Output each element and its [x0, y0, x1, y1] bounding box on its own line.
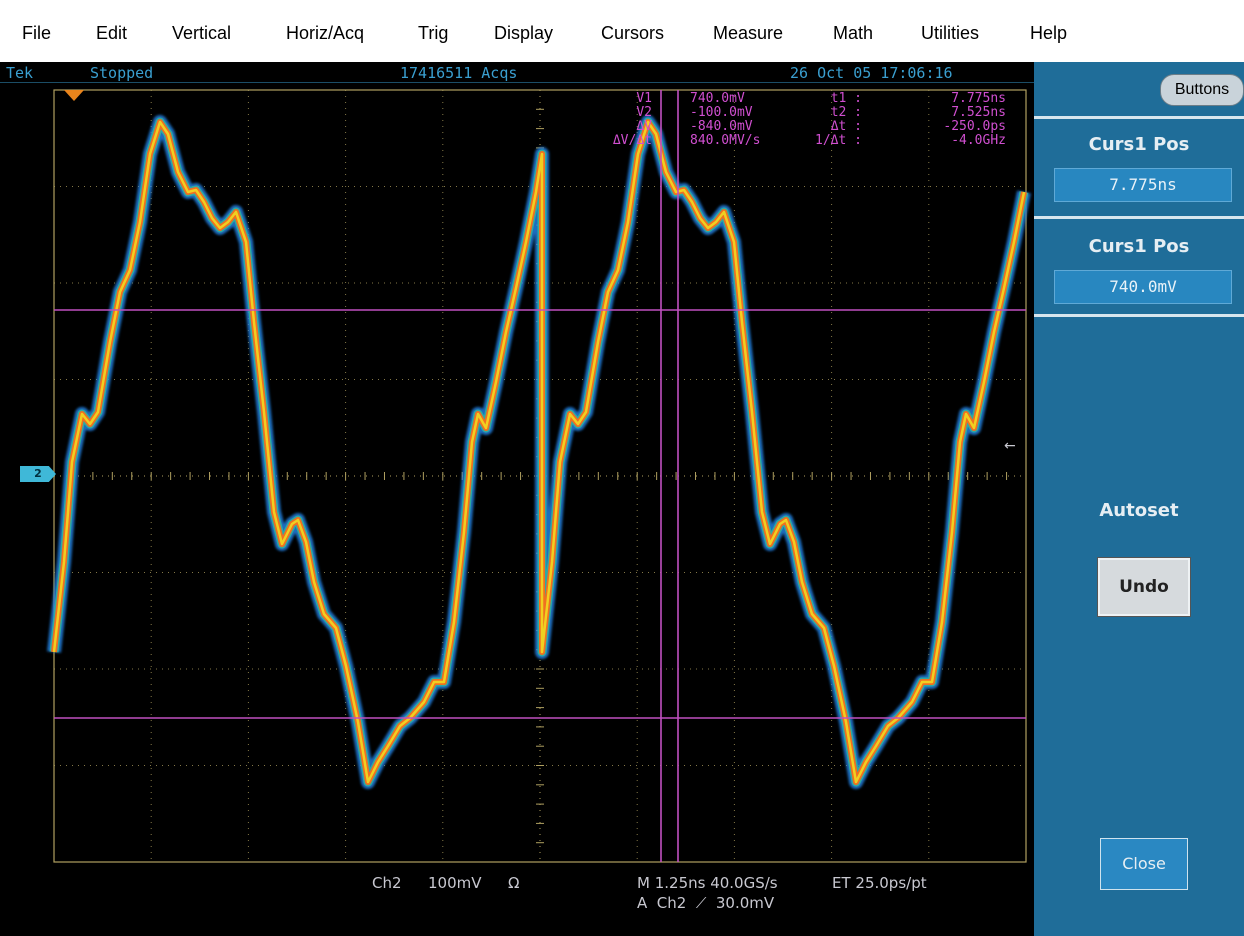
close-button[interactable]: Close — [1100, 838, 1188, 890]
menu-utilities[interactable]: Utilities — [921, 23, 980, 43]
panel-divider — [1034, 314, 1244, 317]
cursor-time-values: 7.775ns 7.525ns -250.0ps -4.0GHz — [943, 91, 1006, 148]
curs1-time-field[interactable]: 7.775ns — [1054, 168, 1232, 202]
acquisition-state: Stopped — [90, 64, 154, 82]
curs1-volt-title: Curs1 Pos — [1088, 236, 1190, 257]
menu-edit[interactable]: Edit — [96, 23, 128, 43]
menu-vertical[interactable]: Vertical — [172, 23, 232, 43]
date-time: 26 Oct 05 17:06:16 — [790, 64, 953, 82]
trigger-level-icon: ← — [1004, 438, 1016, 454]
graticule — [47, 89, 1031, 863]
menu-bar: File Edit Vertical Horiz/Acq Trig Displa… — [0, 0, 1244, 62]
menu-cursors[interactable]: Cursors — [601, 23, 665, 43]
equivalent-time-readout: ET 25.0ps/pt — [832, 874, 927, 892]
buttons-button[interactable]: Buttons — [1160, 74, 1244, 106]
cursor-time-labels: t1 : t2 : Δt : 1/Δt : — [815, 91, 862, 148]
trigger-readout: A Ch2 ⟋ 30.0mV — [637, 894, 775, 912]
waveform-display[interactable]: Tek Stopped 17416511 Acqs 26 Oct 05 17:0… — [0, 62, 1034, 936]
curs1-time-title: Curs1 Pos — [1088, 134, 1190, 155]
channel-scale: 100mV — [428, 874, 482, 892]
menu-trig[interactable]: Trig — [418, 23, 449, 43]
trace-mid — [51, 119, 1027, 785]
status-bar: Tek Stopped 17416511 Acqs 26 Oct 05 17:0… — [0, 62, 1034, 84]
menu-file[interactable]: File — [22, 23, 52, 43]
menu-help[interactable]: Help — [1030, 23, 1068, 43]
trace-core — [52, 120, 1026, 784]
acquisition-count: 17416511 Acqs — [400, 64, 518, 82]
undo-button[interactable]: Undo — [1097, 557, 1191, 617]
curs1-volt-field[interactable]: 740.0mV — [1054, 270, 1232, 304]
menu-horiz-acq[interactable]: Horiz/Acq — [286, 23, 365, 43]
status-divider — [0, 82, 1034, 83]
menu-display[interactable]: Display — [494, 23, 554, 43]
control-panel: Buttons Curs1 Pos 7.775ns Curs1 Pos 740.… — [1034, 62, 1244, 936]
cursor-lines — [54, 90, 1026, 862]
trigger-position-icon[interactable] — [64, 90, 84, 101]
timebase-readout: M 1.25ns 40.0GS/s — [637, 874, 778, 892]
channel-coupling: Ω — [508, 874, 520, 892]
channel-2-marker-icon[interactable]: 2 — [20, 466, 56, 482]
brand-label: Tek — [6, 64, 34, 82]
autoset-title: Autoset — [1099, 500, 1179, 521]
cursor-voltage-labels: V1 V2 ΔV ΔV/Δt — [612, 91, 652, 148]
cursor-voltage-values: 740.0mV -100.0mV -840.0mV 840.0MV/s — [690, 91, 761, 148]
panel-divider — [1034, 216, 1244, 219]
menu-math[interactable]: Math — [833, 23, 874, 43]
channel-name: Ch2 — [372, 874, 402, 892]
panel-divider — [1034, 116, 1244, 119]
waveform-trace — [47, 115, 1031, 789]
menu-measure[interactable]: Measure — [713, 23, 784, 43]
